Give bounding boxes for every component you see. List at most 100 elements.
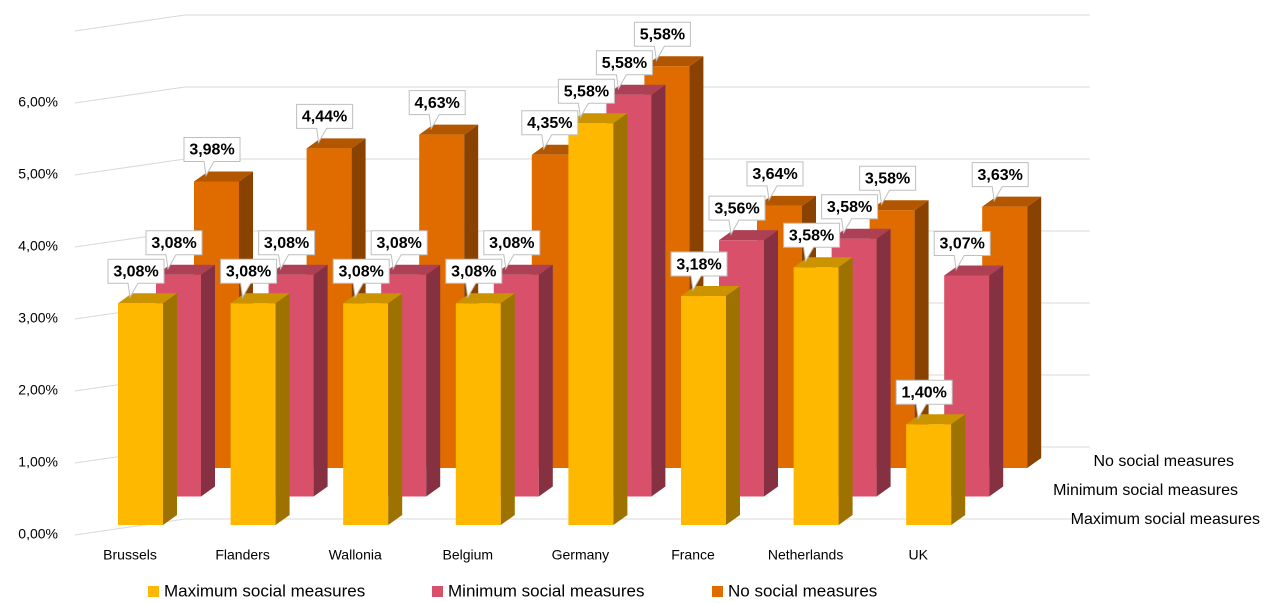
value-label: 3,56% bbox=[714, 200, 759, 217]
label-callout bbox=[633, 21, 691, 62]
value-label: 3,58% bbox=[865, 170, 910, 187]
legend-swatch bbox=[432, 586, 443, 597]
value-label: 3,08% bbox=[226, 263, 271, 280]
bar-side bbox=[726, 286, 740, 525]
label-callout bbox=[183, 136, 241, 177]
bar-side bbox=[1027, 196, 1042, 468]
bar-side bbox=[989, 265, 1004, 497]
bar bbox=[793, 257, 853, 525]
bar bbox=[681, 286, 740, 525]
x-tick-label: Germany bbox=[552, 547, 610, 563]
label-callout bbox=[746, 161, 804, 202]
value-label: 5,58% bbox=[602, 55, 647, 72]
value-label: 3,58% bbox=[789, 227, 834, 244]
label-callout bbox=[408, 90, 466, 131]
bar-top bbox=[719, 230, 778, 241]
value-label: 5,58% bbox=[564, 83, 609, 100]
bar bbox=[568, 113, 628, 526]
x-tick-label: Brussels bbox=[103, 547, 157, 563]
bar bbox=[343, 293, 403, 525]
label-callout bbox=[445, 258, 503, 299]
bar-front bbox=[681, 296, 726, 525]
value-label: 1,40% bbox=[902, 384, 947, 401]
label-callout bbox=[670, 251, 728, 292]
x-tick-label: Flanders bbox=[215, 547, 269, 563]
value-label: 3,58% bbox=[827, 199, 872, 216]
bar-top bbox=[982, 196, 1042, 207]
legend-label: Minimum social measures bbox=[448, 581, 645, 600]
bar-front bbox=[455, 303, 501, 525]
bar-top bbox=[757, 195, 816, 206]
y-tick-label: 6,00% bbox=[18, 94, 58, 110]
bar-top bbox=[156, 264, 215, 275]
value-label: 3,98% bbox=[189, 142, 234, 159]
label-callout bbox=[332, 258, 390, 299]
value-label: 3,64% bbox=[752, 166, 797, 183]
value-label: 3,08% bbox=[451, 263, 496, 280]
bar-side bbox=[201, 264, 215, 497]
bar-top bbox=[419, 124, 479, 135]
bar-side bbox=[163, 293, 177, 525]
x-tick-label: France bbox=[671, 547, 715, 563]
label-callout bbox=[783, 222, 841, 263]
x-tick-label: Wallonia bbox=[329, 547, 382, 563]
bar-front bbox=[906, 424, 952, 525]
bar-side bbox=[613, 113, 628, 526]
bar-top bbox=[869, 200, 929, 211]
bar-side bbox=[313, 264, 328, 497]
grid-line bbox=[74, 14, 1090, 32]
label-callout bbox=[258, 230, 316, 271]
legend-label: Maximum social measures bbox=[164, 581, 365, 600]
value-label: 3,07% bbox=[940, 236, 985, 253]
bar-side bbox=[876, 228, 891, 497]
bar bbox=[118, 293, 177, 525]
value-label: 3,08% bbox=[264, 235, 309, 252]
bar-top bbox=[194, 171, 253, 182]
value-label: 3,08% bbox=[339, 263, 384, 280]
label-callout bbox=[595, 50, 653, 91]
value-label: 4,44% bbox=[302, 109, 347, 126]
bar-top bbox=[944, 265, 1004, 276]
bar-top bbox=[606, 84, 666, 95]
bar-front bbox=[343, 303, 389, 525]
value-label: 3,08% bbox=[489, 235, 534, 252]
bar-top bbox=[644, 56, 704, 67]
label-callout bbox=[521, 110, 579, 151]
bar-side bbox=[651, 84, 666, 497]
label-callout bbox=[895, 379, 953, 420]
legend-swatch bbox=[148, 586, 159, 597]
x-tick-label: Netherlands bbox=[768, 547, 844, 563]
bar-top bbox=[793, 257, 853, 268]
bar bbox=[906, 414, 966, 525]
y-tick-label: 4,00% bbox=[18, 238, 58, 254]
bar-side bbox=[275, 293, 290, 525]
depth-label: Minimum social measures bbox=[1053, 482, 1238, 499]
label-callout bbox=[557, 78, 615, 119]
value-label: 3,08% bbox=[113, 263, 158, 280]
value-label: 3,08% bbox=[151, 235, 196, 252]
bar-top bbox=[268, 264, 328, 275]
depth-label: No social measures bbox=[1094, 453, 1235, 470]
bar bbox=[230, 293, 290, 525]
legend-label: No social measures bbox=[728, 581, 877, 600]
label-callout bbox=[145, 230, 203, 271]
bar-top bbox=[493, 264, 553, 275]
bar-side bbox=[426, 264, 441, 497]
legend-swatch bbox=[712, 586, 723, 597]
label-callout bbox=[859, 165, 917, 206]
value-label: 3,18% bbox=[676, 256, 721, 273]
value-label: 3,63% bbox=[978, 167, 1023, 184]
bar-top bbox=[568, 113, 628, 124]
bar bbox=[455, 293, 515, 525]
bar-top bbox=[230, 293, 290, 304]
label-callout bbox=[821, 194, 879, 235]
bar-top bbox=[681, 286, 740, 297]
bar-top bbox=[906, 414, 966, 425]
label-callout bbox=[483, 230, 541, 271]
value-label: 5,58% bbox=[640, 26, 685, 43]
y-tick-label: 5,00% bbox=[18, 166, 58, 182]
value-label: 3,08% bbox=[377, 235, 422, 252]
label-callout bbox=[708, 195, 766, 236]
bar-top bbox=[343, 293, 403, 304]
